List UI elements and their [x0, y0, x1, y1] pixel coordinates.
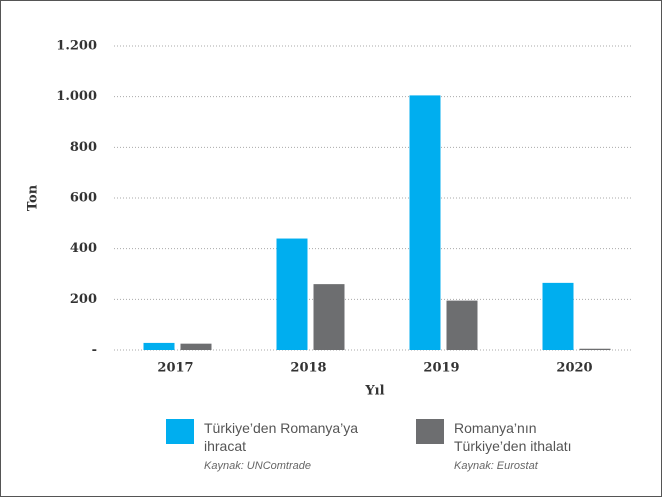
legend-swatch	[416, 419, 444, 444]
bar	[542, 282, 574, 350]
y-tick-label: -	[92, 343, 97, 358]
bar	[180, 343, 212, 350]
legend-item: Romanya’nın Türkiye’den ithalatı Kaynak: …	[416, 419, 609, 475]
legend-text: Türkiye’den Romanya’ya ihracat Kaynak: UN…	[204, 419, 359, 475]
x-axis-title: Yıl	[364, 384, 384, 399]
legend-swatch	[166, 419, 194, 444]
bar	[276, 238, 308, 350]
y-tick-label: 1.000	[56, 89, 97, 104]
y-tick-label: 600	[70, 191, 97, 206]
legend-source: Kaynak: Eurostat	[454, 460, 538, 472]
y-axis-title: Ton	[26, 184, 41, 211]
bar	[143, 342, 175, 350]
x-tick-label: 2017	[157, 361, 193, 376]
bar	[446, 300, 478, 350]
x-tick-label: 2018	[290, 361, 326, 376]
y-tick-label: 800	[70, 140, 97, 155]
bar	[409, 95, 441, 351]
legend-text: Romanya’nın Türkiye’den ithalatı Kaynak: …	[454, 419, 609, 475]
x-tick-label: 2019	[423, 361, 459, 376]
y-tick-label: 400	[70, 241, 97, 256]
y-tick-label: 200	[70, 292, 97, 307]
y-tick-label: 1.200	[56, 39, 97, 54]
legend-item: Türkiye’den Romanya’ya ihracat Kaynak: UN…	[166, 419, 359, 475]
legend-source: Kaynak: UNComtrade	[204, 460, 311, 472]
legend-label: Romanya’nın Türkiye’den ithalatı	[454, 420, 572, 454]
bar	[579, 348, 611, 350]
legend-label: Türkiye’den Romanya’ya ihracat	[204, 420, 359, 454]
bar	[313, 284, 345, 350]
x-tick-label: 2020	[556, 361, 592, 376]
